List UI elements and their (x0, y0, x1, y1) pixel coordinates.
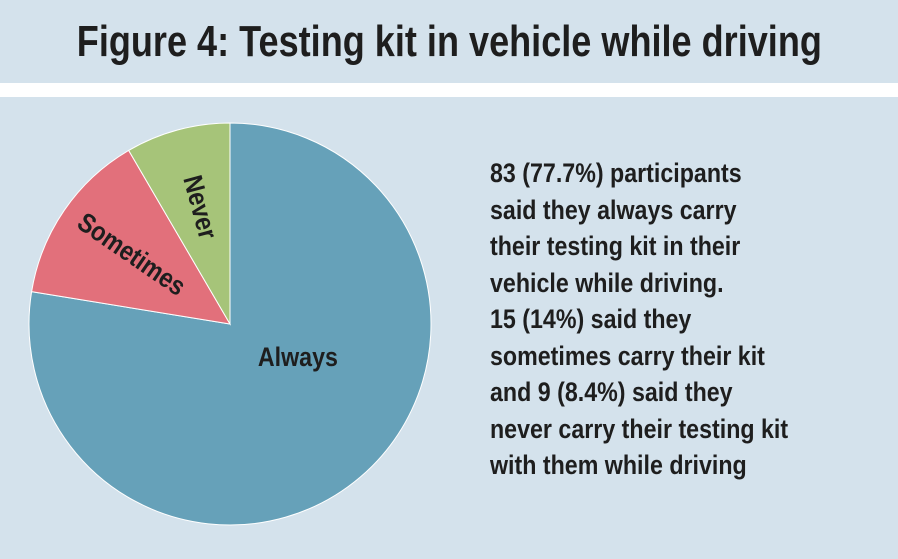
figure-title: Figure 4: Testing kit in vehicle while d… (76, 16, 822, 66)
figure-header: Figure 4: Testing kit in vehicle while d… (0, 0, 898, 83)
description-line: 83 (77.7%) participants (490, 158, 742, 188)
pie-slices (28, 122, 432, 526)
pie-slice-sometimes (31, 149, 231, 325)
chart-description: 83 (77.7%) participants said they always… (490, 155, 890, 484)
description-line: and 9 (8.4%) said they (490, 377, 733, 407)
description-line: said they always carry (490, 194, 737, 225)
description-line: their testing kit in their (490, 231, 741, 261)
description-line: vehicle while driving. (490, 267, 724, 298)
description-line: never carry their testing kit (490, 413, 789, 444)
description-line: sometimes carry their kit (490, 340, 765, 371)
pie-label-always: Always (258, 343, 338, 373)
description-line: with them while driving (490, 450, 747, 480)
description-line: 15 (14%) said they (490, 304, 692, 334)
pie-slice-never (127, 122, 231, 326)
